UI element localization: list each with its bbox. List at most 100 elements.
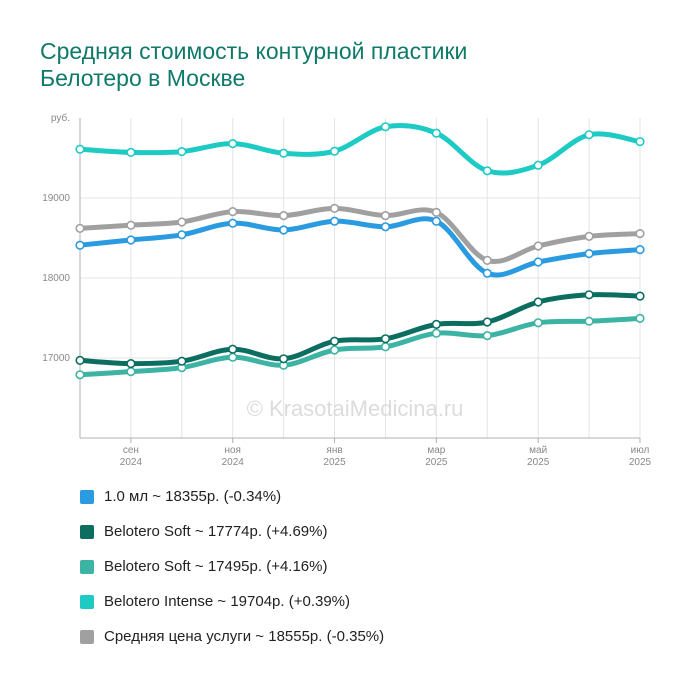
data-point bbox=[431, 207, 441, 217]
data-point bbox=[482, 317, 492, 327]
data-point bbox=[533, 257, 543, 267]
legend-item: 1.0 мл ~ 18355р. (-0.34%) bbox=[80, 486, 384, 521]
data-point bbox=[482, 255, 492, 266]
data-point bbox=[75, 223, 85, 233]
data-point bbox=[584, 231, 594, 241]
data-point bbox=[177, 230, 187, 240]
axes: 170001800019000руб.сен2024ноя2024янв2025… bbox=[42, 112, 651, 468]
data-point bbox=[380, 211, 391, 221]
series-5 bbox=[75, 203, 645, 266]
legend-swatch bbox=[80, 525, 94, 539]
data-point bbox=[126, 220, 136, 230]
data-point bbox=[126, 359, 136, 369]
data-point bbox=[329, 345, 340, 355]
legend-swatch bbox=[80, 595, 94, 609]
data-point bbox=[482, 268, 492, 278]
data-point bbox=[329, 216, 340, 226]
y-axis-unit: руб. bbox=[51, 112, 70, 124]
data-point bbox=[533, 318, 543, 328]
data-point bbox=[431, 319, 441, 330]
data-point bbox=[431, 128, 441, 138]
data-point bbox=[177, 356, 187, 366]
data-point bbox=[380, 334, 391, 344]
legend-label: Средняя цена услуги ~ 18555р. (-0.35%) bbox=[104, 628, 385, 645]
legend-label: 1.0 мл ~ 18355р. (-0.34%) bbox=[104, 488, 282, 505]
data-point bbox=[584, 290, 594, 300]
series-1 bbox=[75, 216, 645, 278]
series-3 bbox=[75, 313, 645, 380]
data-point bbox=[228, 344, 238, 354]
series-line bbox=[77, 216, 643, 278]
legend-item: Belotero Intense ~ 19704р. (+0.39%) bbox=[80, 591, 384, 626]
y-tick-label: 19000 bbox=[42, 193, 70, 204]
data-point bbox=[75, 144, 85, 154]
data-point bbox=[329, 203, 340, 213]
data-point bbox=[279, 211, 289, 221]
series-line bbox=[77, 292, 643, 367]
x-tick-label-year: 2025 bbox=[629, 457, 652, 468]
data-point bbox=[635, 229, 645, 239]
data-point bbox=[431, 328, 441, 338]
chart-title-line-1: Средняя стоимость контурной пластики bbox=[40, 38, 468, 64]
data-point bbox=[279, 148, 289, 158]
data-point bbox=[635, 313, 645, 324]
data-point bbox=[126, 367, 136, 377]
series-line bbox=[77, 315, 643, 378]
data-point bbox=[533, 297, 543, 307]
data-point bbox=[584, 130, 594, 140]
watermark: © KrasotaiMedicina.ru bbox=[247, 396, 464, 421]
x-tick-label-year: 2024 bbox=[222, 457, 245, 468]
data-point bbox=[584, 316, 594, 326]
data-point bbox=[228, 207, 238, 217]
x-tick-label-month: июл bbox=[631, 445, 650, 456]
legend-label: Belotero Soft ~ 17774р. (+4.69%) bbox=[104, 523, 328, 540]
legend-label: Belotero Intense ~ 19704р. (+0.39%) bbox=[104, 593, 351, 610]
data-point bbox=[228, 139, 238, 149]
legend-item: Средняя цена услуги ~ 18555р. (-0.35%) bbox=[80, 626, 384, 661]
x-tick-label-month: мар bbox=[427, 445, 445, 456]
data-point bbox=[279, 354, 289, 364]
data-point bbox=[228, 352, 238, 362]
data-point bbox=[431, 216, 441, 226]
data-point bbox=[329, 146, 340, 156]
data-point bbox=[635, 291, 645, 301]
legend-swatch bbox=[80, 490, 94, 504]
line-chart: © KrasotaiMedicina.ru 17000 18000 19000 руб… bbox=[42, 112, 651, 468]
legend-swatch bbox=[80, 560, 94, 574]
y-tick-label: 17000 bbox=[42, 353, 70, 364]
data-point bbox=[228, 218, 238, 228]
data-point bbox=[75, 240, 85, 250]
data-point bbox=[177, 147, 187, 157]
data-point bbox=[279, 225, 289, 235]
chart-title-line-2: Белотеро в Москве bbox=[40, 65, 246, 91]
data-point bbox=[482, 166, 492, 176]
data-point bbox=[533, 241, 543, 251]
data-point bbox=[126, 235, 136, 245]
x-tick-label-year: 2025 bbox=[425, 457, 448, 468]
data-point bbox=[482, 331, 492, 341]
x-tick-label-month: янв bbox=[326, 445, 342, 456]
legend: 1.0 мл ~ 18355р. (-0.34%) Belotero Soft ~… bbox=[80, 486, 384, 661]
x-tick-label-month: ноя bbox=[224, 445, 241, 456]
data-point bbox=[75, 370, 85, 380]
series-lines bbox=[75, 122, 645, 380]
x-tick-label-month: май bbox=[529, 445, 547, 456]
x-tick-label-month: сен bbox=[123, 445, 139, 456]
x-tick-label-year: 2025 bbox=[323, 457, 346, 468]
series-2 bbox=[75, 290, 645, 369]
data-point bbox=[635, 245, 645, 255]
legend-item: Belotero Soft ~ 17495р. (+4.16%) bbox=[80, 556, 384, 591]
y-tick-label: 18000 bbox=[42, 273, 70, 284]
data-point bbox=[177, 217, 187, 227]
data-point bbox=[533, 160, 543, 170]
legend-label: Belotero Soft ~ 17495р. (+4.16%) bbox=[104, 558, 328, 575]
chart-title: Средняя стоимость контурной пластики Бел… bbox=[40, 38, 467, 92]
series-4 bbox=[75, 122, 645, 176]
x-tick-label-year: 2024 bbox=[120, 457, 143, 468]
data-point bbox=[126, 147, 136, 157]
x-tick-label-year: 2025 bbox=[527, 457, 550, 468]
legend-item: Belotero Soft ~ 17774р. (+4.69%) bbox=[80, 521, 384, 556]
data-point bbox=[75, 355, 85, 366]
data-point bbox=[635, 137, 645, 147]
series-line bbox=[77, 123, 643, 176]
